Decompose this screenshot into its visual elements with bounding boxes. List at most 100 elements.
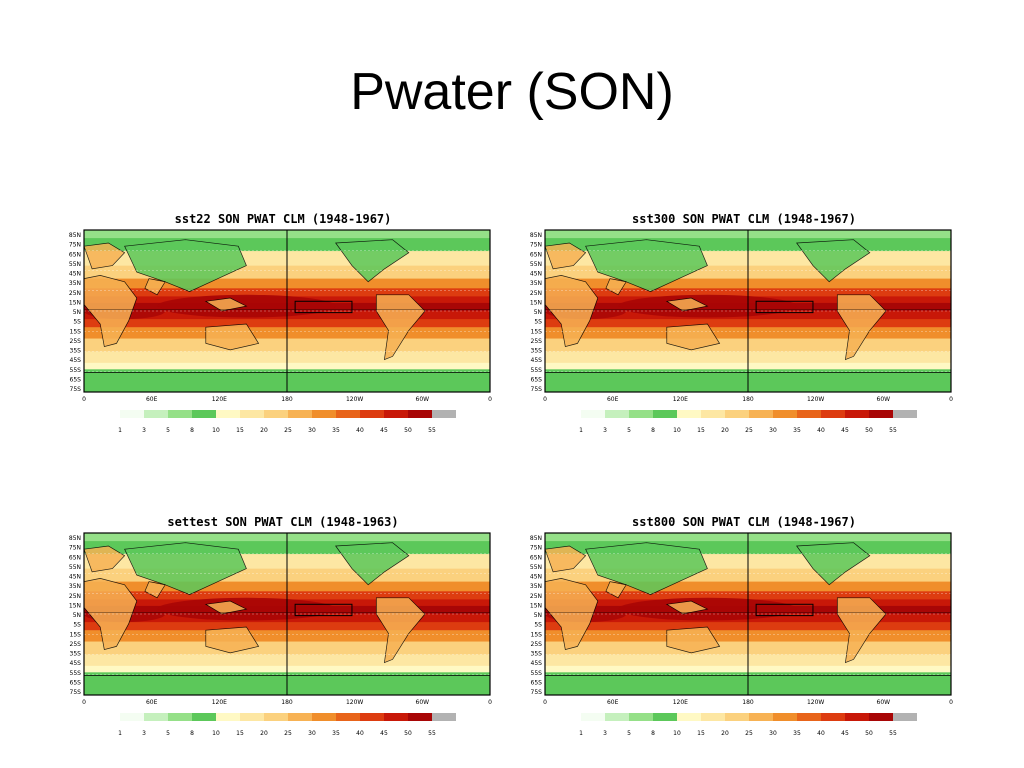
lat-tick-label: 45N	[530, 574, 542, 581]
continent-outline	[544, 578, 599, 651]
colorbar-swatch	[432, 713, 456, 721]
colorbar-swatch	[677, 410, 701, 418]
colorbar-swatch	[336, 713, 360, 721]
colorbar-label: 25	[745, 730, 753, 737]
colorbar-swatch	[336, 410, 360, 418]
lon-tick-label: 120E	[212, 699, 227, 706]
map-plot: 85N 75N 65N 55N 45N 35N 25N 15N 5N 5S 15S 25S 35S 45S…	[530, 532, 953, 706]
colorbar-label: 25	[284, 730, 292, 737]
lat-tick-label: 35S	[70, 348, 82, 355]
lat-tick-label: 35N	[530, 583, 542, 590]
map-frame	[544, 532, 952, 696]
lat-tick-label: 55N	[69, 261, 81, 268]
lat-tick-label: 45N	[69, 574, 81, 581]
lat-tick-label: 55S	[531, 670, 543, 677]
continent-outline	[544, 242, 587, 270]
colorbar: 1 3 5 8 10 15 20 25 30 35 40 45 50 55	[118, 713, 456, 737]
lat-tick-label: 15N	[530, 299, 542, 306]
colorbar-label: 40	[817, 730, 825, 737]
lat-tick-label: 75N	[530, 545, 542, 552]
lon-tick-label: 180	[742, 699, 754, 706]
colorbar-swatch	[144, 410, 168, 418]
lat-tick-label: 85N	[530, 535, 542, 542]
continent-outline	[666, 323, 721, 351]
region-box	[755, 300, 814, 314]
colorbar-label: 35	[332, 427, 340, 434]
map-frame	[83, 229, 491, 393]
lat-tick-label: 65S	[531, 679, 543, 686]
continent-outline	[204, 600, 248, 615]
lat-tick-label: 75N	[69, 242, 81, 249]
lat-tick-label: 65N	[530, 554, 542, 561]
colorbar-swatch	[869, 410, 893, 418]
colorbar-label: 30	[769, 427, 777, 434]
colorbar-label: 15	[697, 730, 705, 737]
colorbar-label: 8	[190, 427, 194, 434]
lat-tick-label: 55N	[69, 564, 81, 571]
colorbar-swatch	[168, 410, 192, 418]
slide-title: Pwater (SON)	[350, 63, 674, 121]
colorbar-swatch	[725, 713, 749, 721]
lon-tick-label: 60E	[146, 396, 158, 403]
colorbar-label: 55	[889, 730, 897, 737]
lon-tick-label: 60E	[607, 396, 619, 403]
colorbar-swatch	[605, 713, 629, 721]
colorbar-swatch	[264, 410, 288, 418]
colorbar-label: 3	[142, 427, 146, 434]
lat-tick-label: 45N	[530, 271, 542, 278]
panel-title: sst300 SON PWAT CLM (1948-1967)	[632, 212, 856, 226]
lon-tick-label: 120E	[673, 396, 688, 403]
lat-tick-label: 35S	[531, 651, 543, 658]
colorbar-swatch	[216, 410, 240, 418]
colorbar-swatch	[192, 713, 216, 721]
colorbar-swatch	[264, 713, 288, 721]
map-plot: 85N 75N 65N 55N 45N 35N 25N 15N 5N 5S 15S 25S 35S 45S…	[69, 532, 492, 706]
lat-tick-label: 25N	[530, 593, 542, 600]
lon-tick-label: 120E	[673, 699, 688, 706]
lon-tick-label: 180	[742, 396, 754, 403]
lon-tick-label: 0	[488, 699, 492, 706]
colorbar-label: 45	[380, 427, 388, 434]
continent-outline	[585, 239, 708, 292]
continent-outline	[585, 542, 708, 595]
colorbar-label: 20	[721, 427, 729, 434]
lat-tick-label: 65N	[69, 251, 81, 258]
lat-tick-label: 25N	[69, 593, 81, 600]
lat-tick-label: 25S	[531, 338, 543, 345]
colorbar-swatch	[288, 410, 312, 418]
lat-tick-label: 15N	[69, 299, 81, 306]
continent-outline	[83, 545, 126, 573]
map-panel-3: settest SON PWAT CLM (1948-1963) 85N 75N 6…	[52, 515, 492, 740]
colorbar-swatch	[893, 410, 917, 418]
colorbar-swatch	[312, 410, 336, 418]
lat-tick-label: 75S	[70, 689, 82, 696]
colorbar-label: 1	[579, 427, 583, 434]
lat-tick-label: 15S	[531, 328, 543, 335]
colorbar-swatch	[168, 713, 192, 721]
colorbar-label: 35	[332, 730, 340, 737]
colorbar-label: 15	[236, 730, 244, 737]
map-plot: 85N 75N 65N 55N 45N 35N 25N 15N 5N 5S 15S 25S 35S 45S…	[530, 229, 953, 403]
colorbar-label: 50	[865, 730, 873, 737]
colorbar-label: 20	[721, 730, 729, 737]
lat-tick-label: 15N	[530, 602, 542, 609]
continent-outline	[544, 545, 587, 573]
lat-tick-label: 35N	[69, 280, 81, 287]
colorbar-label: 5	[627, 730, 631, 737]
colorbar-swatch	[677, 713, 701, 721]
lat-tick-label: 75N	[530, 242, 542, 249]
colorbar-swatch	[749, 410, 773, 418]
lat-tick-label: 15N	[69, 602, 81, 609]
colorbar-swatch	[701, 410, 725, 418]
map-frame	[83, 532, 491, 696]
colorbar-label: 1	[118, 427, 122, 434]
panel-title: sst22 SON PWAT CLM (1948-1967)	[174, 212, 392, 226]
lon-tick-label: 0	[488, 396, 492, 403]
colorbar-swatch	[893, 713, 917, 721]
colorbar-label: 8	[651, 427, 655, 434]
colorbar-label: 45	[841, 427, 849, 434]
colorbar-swatch	[144, 713, 168, 721]
lon-tick-label: 180	[281, 699, 293, 706]
colorbar-swatch	[797, 713, 821, 721]
colorbar-swatch	[432, 410, 456, 418]
